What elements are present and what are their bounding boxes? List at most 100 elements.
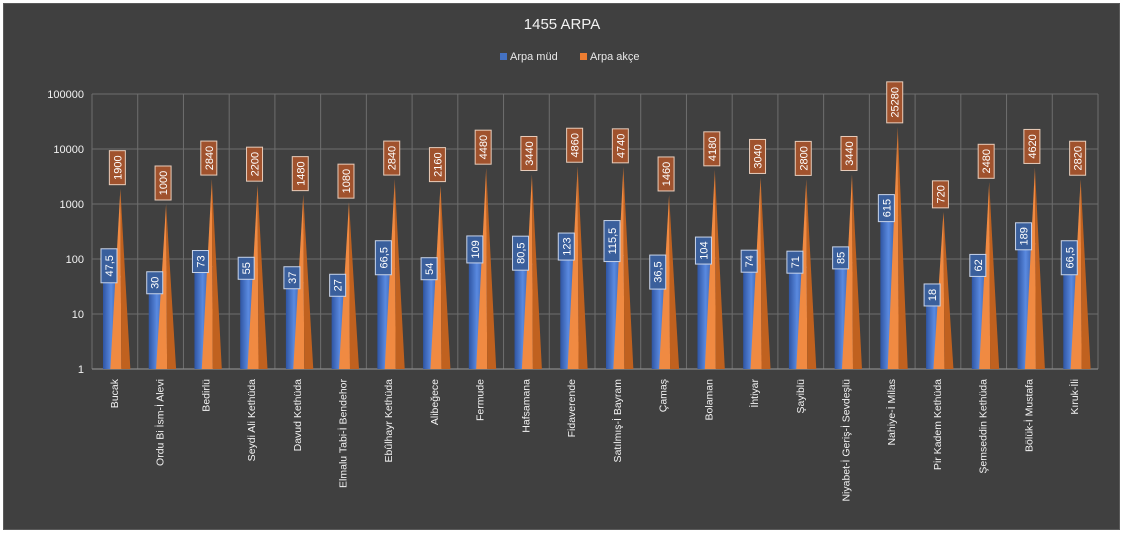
data-label-arpa-mud: 615 — [877, 194, 895, 223]
bar-arpa-akce-shade — [531, 174, 542, 369]
data-label-arpa-mud-box — [100, 248, 118, 284]
bar-arpa-akce-shade — [851, 174, 862, 369]
data-label-arpa-mud-text: 74 — [744, 255, 756, 267]
data-label-arpa-akce-box — [154, 165, 172, 201]
data-label-arpa-mud-text: 85 — [836, 252, 848, 264]
bar-arpa-akce-shade — [714, 169, 725, 369]
y-tick-label: 1 — [78, 364, 84, 376]
data-label-arpa-akce-box — [108, 150, 126, 186]
x-category-label: Davud Kethüda — [292, 379, 304, 452]
data-label-arpa-akce-box — [657, 156, 675, 192]
bar-arpa-akce-shade — [303, 194, 314, 369]
data-label-arpa-akce-box — [246, 146, 264, 182]
data-label-arpa-mud-text: 104 — [698, 241, 710, 259]
data-label-arpa-mud-box — [191, 250, 209, 274]
bar-arpa-akce — [796, 179, 808, 369]
data-label-arpa-mud-text: 123 — [561, 237, 573, 255]
data-label-arpa-mud-text: 109 — [470, 240, 482, 258]
data-label-arpa-mud-text: 18 — [927, 289, 939, 301]
data-label-arpa-akce: 3440 — [520, 135, 538, 171]
bar-arpa-akce-shade — [943, 211, 954, 369]
data-label-arpa-mud: 27 — [329, 273, 347, 297]
data-label-arpa-akce-box — [566, 127, 584, 163]
legend-swatch-arpa-mud — [500, 53, 507, 60]
data-label-arpa-mud: 71 — [786, 250, 804, 274]
data-label-arpa-mud: 62 — [969, 253, 987, 277]
data-label-arpa-akce-text: 2200 — [250, 152, 262, 176]
data-label-arpa-akce: 4180 — [703, 131, 721, 167]
chart-svg: 1455 ARPA Arpa müd Arpa akçe 11010010001… — [47, 16, 1099, 502]
data-label-arpa-mud-text: 615 — [881, 199, 893, 217]
data-label-arpa-mud-box — [969, 253, 987, 277]
x-category-label: Elmalu Tabi-İ Bendehor — [337, 378, 350, 487]
data-label-arpa-akce-box — [428, 147, 446, 183]
x-category-label: Kıruk-İli — [1068, 379, 1081, 415]
data-label-arpa-akce-text: 2820 — [1073, 146, 1085, 170]
data-label-arpa-mud-text: 47,5 — [104, 255, 116, 276]
chart-area: 1455 ARPA Arpa müd Arpa akçe 1 10 100 1000 1… — [3, 3, 1120, 530]
x-category-label: Bedirlü — [200, 379, 212, 412]
data-label-arpa-mud-box — [237, 256, 255, 280]
data-label-arpa-akce: 2200 — [246, 146, 264, 182]
data-label-arpa-akce: 2160 — [428, 147, 446, 183]
data-label-arpa-mud-box — [740, 249, 758, 273]
x-category-label: Ordu Bi İsm-İ Alevi — [154, 379, 167, 466]
data-label-arpa-mud-box — [420, 257, 438, 281]
data-label-arpa-akce-box — [840, 135, 858, 171]
data-label-arpa-mud: 123 — [557, 232, 575, 261]
x-category-label: Şemseddin Kethüda — [978, 379, 990, 474]
data-label-arpa-akce-box — [337, 163, 355, 199]
data-label-arpa-mud-box — [877, 194, 895, 223]
data-label-arpa-mud: 66,5 — [374, 240, 392, 276]
bar-arpa-akce-shade — [1080, 179, 1091, 369]
data-label-arpa-mud-text: 71 — [790, 256, 802, 268]
data-label-arpa-akce: 3040 — [749, 138, 767, 174]
x-category-label: Pir Kadem Kethüda — [932, 379, 944, 470]
data-label-arpa-mud-text: 55 — [241, 262, 253, 274]
bar-arpa-akce — [567, 166, 579, 369]
data-label-arpa-mud-text: 73 — [195, 255, 207, 267]
x-category-label: Bölük-İ Mustafa — [1022, 379, 1035, 452]
x-category-label: Satılmış-İ Bayram — [611, 379, 624, 463]
data-label-arpa-akce-text: 2160 — [432, 152, 444, 176]
bar-arpa-akce-shade — [440, 185, 451, 369]
data-label-arpa-mud-box — [512, 235, 530, 271]
chart-title: 1455 ARPA — [524, 16, 600, 33]
data-label-arpa-mud-text: 66,5 — [1064, 247, 1076, 268]
data-label-arpa-mud-box — [603, 220, 621, 263]
data-label-arpa-akce-text: 720 — [935, 185, 947, 203]
data-label-arpa-akce-text: 3040 — [753, 144, 765, 168]
data-label-arpa-mud-text: 66,5 — [378, 247, 390, 268]
data-label-arpa-mud-text: 189 — [1019, 227, 1031, 245]
data-label-arpa-mud: 37 — [283, 266, 301, 290]
x-category-label: Alibeğece — [429, 379, 441, 425]
data-label-arpa-mud: 74 — [740, 249, 758, 273]
data-label-arpa-akce: 2480 — [977, 143, 995, 179]
data-label-arpa-akce-box — [794, 140, 812, 176]
data-label-arpa-akce-box — [291, 156, 309, 192]
data-label-arpa-akce-box — [977, 143, 995, 179]
data-label-arpa-akce: 2840 — [383, 140, 401, 176]
data-label-arpa-akce-text: 2800 — [798, 146, 810, 170]
x-category-label: Fidaverende — [566, 379, 578, 438]
x-category-label: Şayiblü — [795, 379, 807, 414]
bar-arpa-akce — [750, 177, 762, 369]
y-axis-ticks: 1 10 100 1000 10000 100000 — [47, 89, 84, 376]
bar-arpa-akce — [1024, 167, 1036, 369]
data-label-arpa-mud: 189 — [1015, 222, 1033, 251]
data-label-arpa-mud-text: 80,5 — [516, 242, 528, 263]
gridlines — [91, 93, 1099, 370]
data-label-arpa-akce-text: 2840 — [204, 146, 216, 170]
data-label-arpa-akce-box — [931, 180, 949, 209]
bar-arpa-akce — [704, 169, 716, 369]
bar-arpa-akce — [613, 166, 625, 369]
x-category-label: Nahiye-İ Milas — [885, 379, 898, 446]
data-label-arpa-akce-box — [886, 81, 904, 124]
x-category-label: İhtiyar — [748, 378, 761, 407]
data-label-arpa-akce-box — [703, 131, 721, 167]
data-label-arpa-akce: 1900 — [108, 150, 126, 186]
x-category-label: Fermude — [475, 379, 487, 421]
y-tick-label: 100000 — [47, 89, 84, 101]
data-label-arpa-mud-box — [832, 246, 850, 270]
bar-arpa-akce — [521, 174, 533, 369]
